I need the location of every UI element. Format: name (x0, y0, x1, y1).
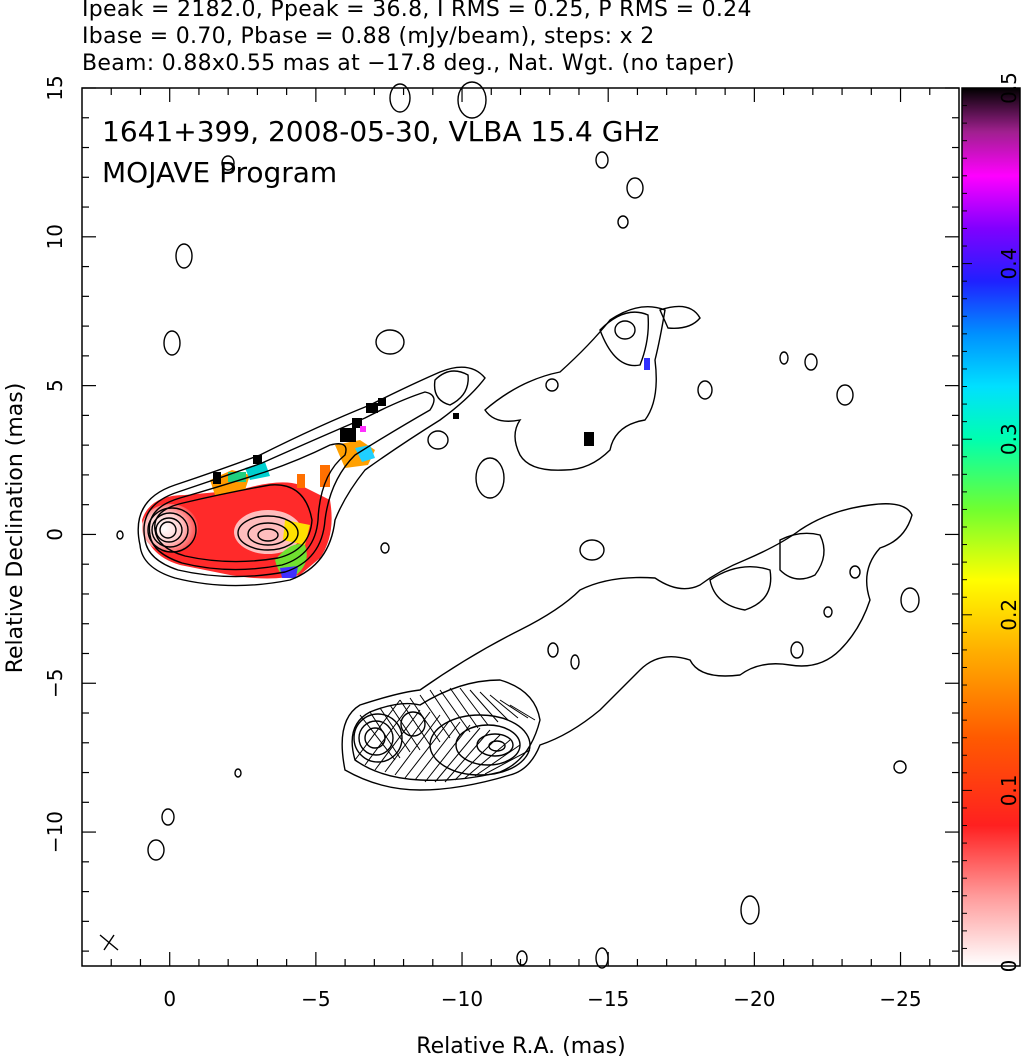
x-axis-ticks: 0 −5 −10 −15 −20 −25 (110, 88, 931, 1011)
y-axis-title: Relative Declination (mas) (3, 383, 28, 674)
colorbar-ticks: 0 0.1 0.2 0.3 0.4 0.5 (962, 72, 1021, 972)
header-line-1: Ipeak = 2182.0, Ppeak = 36.8, I RMS = 0.… (82, 0, 752, 22)
chart-subtitle: MOJAVE Program (102, 156, 337, 189)
x-tick-label: −20 (733, 987, 775, 1011)
y-axis-ticks: 15 10 5 0 −5 −10 (43, 75, 959, 952)
colorbar-tick-label: 0.3 (997, 423, 1021, 455)
header-line-2: Ibase = 0.70, Pbase = 0.88 (mJy/beam), s… (82, 24, 655, 49)
colorbar-tick-label: 0.1 (997, 774, 1021, 806)
header-line-3: Beam: 0.88x0.55 mas at −17.8 deg., Nat. … (82, 51, 735, 76)
y-tick-label: −10 (43, 811, 67, 853)
colorbar-tick-label: 0.5 (997, 72, 1021, 104)
y-tick-label: 10 (43, 224, 67, 249)
x-tick-label: −10 (441, 987, 483, 1011)
colorbar (961, 87, 1021, 967)
beam-cross (99, 934, 119, 951)
x-axis-title: Relative R.A. (mas) (416, 1034, 625, 1059)
chart-title: 1641+399, 2008-05-30, VLBA 15.4 GHz (102, 115, 659, 148)
x-tick-label: 0 (163, 987, 176, 1011)
y-tick-label: −5 (43, 669, 67, 698)
y-tick-label: 0 (43, 528, 67, 541)
polarization-vectors (354, 687, 536, 783)
y-tick-label: 5 (43, 379, 67, 392)
colorbar-tick-label: 0.2 (997, 599, 1021, 631)
colorbar-tick-label: 0 (997, 960, 1021, 973)
x-tick-label: −15 (587, 987, 629, 1011)
y-tick-label: 15 (43, 75, 67, 100)
x-tick-label: −5 (301, 987, 330, 1011)
colorbar-tick-label: 0.4 (997, 248, 1021, 280)
x-tick-label: −25 (879, 987, 921, 1011)
